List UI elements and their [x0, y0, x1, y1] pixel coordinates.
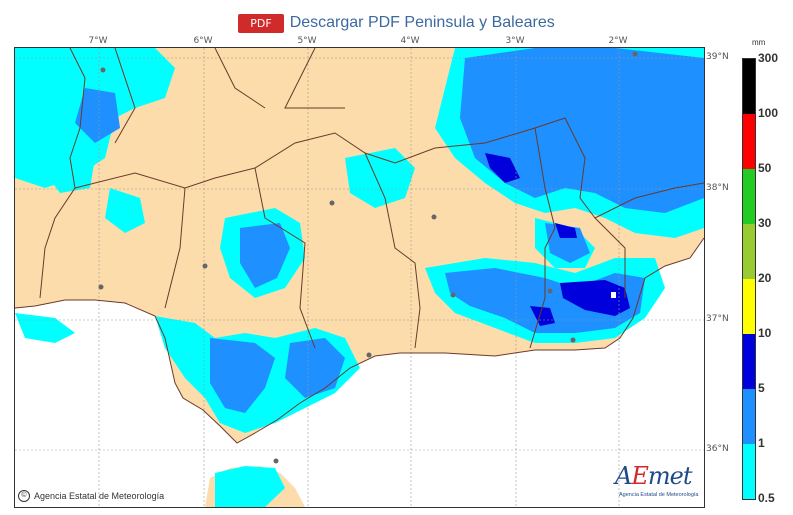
legend-value: 100: [758, 106, 779, 120]
legend-value: 10: [758, 326, 772, 340]
graticule: [15, 48, 704, 507]
admin-borders: [39, 48, 704, 349]
aemet-logo-text: AEmet: [615, 462, 692, 490]
legend-swatch: [743, 279, 755, 334]
legend-value: 0.5: [758, 491, 775, 505]
precip-darkblue: [485, 153, 630, 326]
aemet-logo-subtitle: Agencia Estatal de Meteorología: [619, 492, 699, 498]
legend-unit-label: mm: [752, 38, 766, 47]
pdf-icon[interactable]: PDF: [238, 13, 284, 33]
lat-label-37n: 37°N: [706, 314, 729, 324]
legend-swatch: [743, 169, 755, 224]
copyright-icon: ©: [18, 490, 30, 502]
legend-value: 20: [758, 271, 772, 285]
legend-swatch: [743, 114, 755, 169]
precipitation-legend: [742, 58, 756, 500]
lon-label-7w: 7°W: [88, 36, 108, 46]
coastline: [15, 237, 704, 444]
legend-swatch: [743, 224, 755, 279]
aemet-logo: AEmet Agencia Estatal de Meteorología: [615, 462, 699, 502]
lat-label-38n: 38°N: [706, 183, 729, 193]
lon-label-4w: 4°W: [400, 36, 420, 46]
precip-gap: [611, 292, 616, 298]
lat-label-39n: 39°N: [706, 52, 729, 62]
lon-label-6w: 6°W: [193, 36, 213, 46]
pdf-download-header: PDF Descargar PDF Peninsula y Baleares: [0, 10, 793, 36]
lon-label-2w: 2°W: [608, 36, 628, 46]
legend-value: 30: [758, 216, 772, 230]
credit-text: Agencia Estatal de Meteorología: [34, 491, 165, 501]
legend-swatch: [743, 444, 755, 499]
precip-blue: [75, 48, 704, 413]
legend-value: 50: [758, 161, 772, 175]
legend-swatch: [743, 59, 755, 114]
legend-value: 5: [758, 381, 765, 395]
download-pdf-link[interactable]: Descargar PDF Peninsula y Baleares: [289, 14, 555, 31]
lon-label-5w: 5°W: [297, 36, 317, 46]
legend-value: 300: [758, 51, 779, 65]
lat-label-36n: 36°N: [706, 444, 729, 454]
map-svg: [15, 48, 704, 507]
precipitation-map[interactable]: [14, 47, 705, 508]
agency-credit: © Agencia Estatal de Meteorología: [18, 490, 164, 502]
legend-value: 1: [758, 436, 765, 450]
legend-swatch: [743, 389, 755, 444]
legend-swatch: [743, 334, 755, 389]
lon-label-3w: 3°W: [505, 36, 525, 46]
city-markers: [98, 51, 638, 464]
